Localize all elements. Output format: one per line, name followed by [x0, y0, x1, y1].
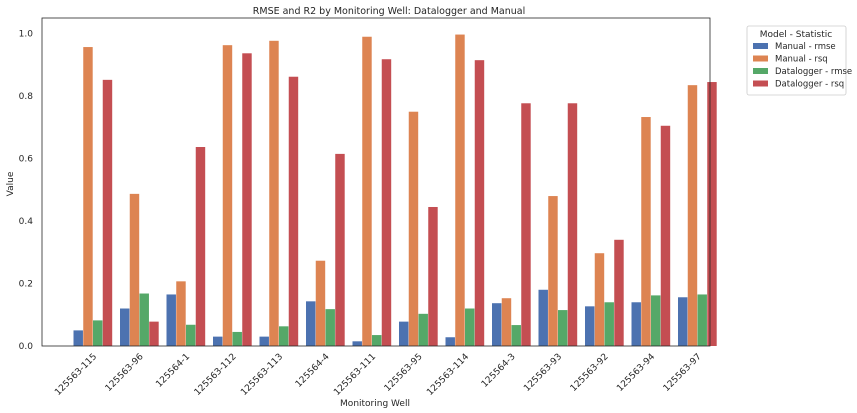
bar-125563-114-manual-rsq	[455, 34, 465, 347]
bar-125563-93-manual-rsq	[548, 196, 558, 346]
bar-125563-114-manual-rmse	[445, 337, 455, 346]
bar-125563-92-manual-rsq	[594, 253, 605, 346]
bar-125563-92-manual-rmse	[585, 306, 595, 346]
y-axis-ticks: 0.0 0.2 0.4 0.6 0.8 1.0	[19, 30, 34, 352]
bar-125563-112-datalogger-rmse	[232, 331, 242, 346]
bar-125563-95-manual-rsq	[408, 111, 419, 347]
bar-125563-96-manual-rmse	[120, 308, 130, 346]
x-tick-label: 125563-94	[615, 352, 657, 394]
bar-125564-1-manual-rsq	[176, 281, 186, 346]
bar-125563-95-datalogger-rsq	[428, 206, 438, 346]
bar-125563-112-datalogger-rsq	[242, 53, 252, 347]
x-tick-label: 125563-93	[522, 352, 564, 394]
x-tick-label: 125563-97	[662, 352, 704, 394]
plot-frame	[41, 17, 711, 347]
legend-frame	[746, 25, 847, 96]
x-axis-ticks: 125563-115 125563-96 125564-1 125563-112 125…	[53, 352, 703, 398]
bar-125563-113-manual-rsq	[269, 40, 279, 347]
y-tick-label: 0.8	[19, 92, 34, 102]
bar-125563-113-manual-rmse	[259, 336, 269, 346]
legend-label: Manual - rmse	[775, 42, 836, 52]
bar-125563-112-manual-rsq	[222, 45, 233, 347]
bar-125563-95-datalogger-rmse	[418, 313, 428, 346]
y-tick-label: 0.4	[19, 217, 34, 227]
bar-125564-4-manual-rsq	[315, 260, 326, 346]
bar-125563-115-datalogger-rsq	[102, 79, 113, 346]
bar-125563-113-datalogger-rsq	[288, 76, 299, 346]
bar-125563-96-manual-rsq	[129, 193, 140, 346]
y-tick-label: 0.6	[19, 155, 34, 165]
bar-125564-1-datalogger-rsq	[195, 147, 206, 346]
bar-125563-111-manual-rsq	[362, 36, 372, 347]
x-tick-label: 125563-114	[425, 352, 471, 398]
bar-125564-4-datalogger-rmse	[325, 309, 335, 346]
bar-125564-4-datalogger-rsq	[335, 153, 345, 346]
x-tick-label: 125563-111	[332, 352, 378, 398]
bar-125563-96-datalogger-rsq	[149, 321, 159, 346]
x-tick-label: 125563-96	[104, 352, 146, 394]
y-tick-label: 1.0	[19, 30, 34, 40]
bar-125564-1-datalogger-rmse	[186, 324, 196, 346]
bar-125563-111-datalogger-rmse	[372, 335, 382, 346]
bar-125563-92-datalogger-rsq	[614, 239, 624, 346]
legend-swatch	[753, 80, 768, 87]
bar-125563-111-manual-rmse	[352, 341, 362, 346]
legend-label: Datalogger - rsq	[775, 80, 844, 90]
bar-125563-94-datalogger-rsq	[660, 125, 671, 347]
bar-125563-114-datalogger-rsq	[474, 60, 485, 347]
legend-swatch	[753, 55, 768, 62]
bar-125563-115-manual-rmse	[73, 330, 83, 346]
bar-125564-3-manual-rsq	[501, 298, 512, 346]
bar-125563-114-datalogger-rmse	[465, 308, 475, 346]
bar-125563-94-datalogger-rmse	[651, 295, 661, 346]
bar-125564-3-datalogger-rsq	[521, 103, 531, 346]
bar-125563-115-manual-rsq	[83, 47, 93, 347]
bar-125563-97-manual-rmse	[678, 297, 688, 346]
x-tick-label: 125564-1	[154, 352, 192, 390]
bar-125563-112-manual-rmse	[213, 336, 223, 346]
bar-125563-96-datalogger-rmse	[139, 293, 149, 346]
legend-title: Model - Statistic	[760, 30, 832, 40]
x-tick-label: 125563-113	[239, 352, 285, 398]
bar-125564-4-manual-rmse	[306, 301, 316, 346]
x-tick-label: 125564-4	[294, 352, 332, 390]
legend-label: Datalogger - rmse	[775, 67, 852, 77]
bar-125563-94-manual-rsq	[641, 117, 651, 347]
bar-125563-111-datalogger-rsq	[381, 59, 392, 346]
legend-label: Manual - rsq	[775, 55, 828, 65]
bar-125563-93-datalogger-rsq	[567, 103, 578, 346]
bar-125563-93-datalogger-rmse	[558, 310, 568, 346]
y-tick-label: 0.0	[19, 342, 34, 352]
bar-125563-97-datalogger-rsq	[707, 82, 717, 346]
bar-125563-94-manual-rmse	[631, 302, 641, 346]
bar-125563-97-datalogger-rmse	[697, 294, 707, 346]
x-tick-label: 125563-92	[569, 352, 611, 394]
bars-layer	[73, 34, 717, 347]
bar-125563-97-manual-rsq	[687, 85, 698, 346]
bar-125564-3-manual-rmse	[492, 303, 502, 346]
bar-125564-1-manual-rmse	[166, 294, 176, 346]
legend-swatch	[753, 68, 768, 74]
y-tick-label: 0.2	[19, 280, 33, 290]
bar-125563-93-manual-rmse	[538, 289, 548, 346]
chart-title: RMSE and R2 by Monitoring Well: Datalogg…	[253, 6, 525, 17]
legend-swatch	[753, 43, 768, 49]
legend-items: Manual - rmse Manual - rsq Datalogger - rm…	[753, 42, 852, 90]
y-axis-label: Value	[6, 171, 16, 196]
bar-125563-115-datalogger-rmse	[93, 320, 103, 346]
bar-125563-92-datalogger-rmse	[604, 302, 614, 346]
x-tick-label: 125564-3	[480, 352, 518, 390]
x-tick-label: 125563-95	[383, 352, 425, 394]
bar-125564-3-datalogger-rmse	[511, 325, 521, 346]
x-tick-label: 125563-115	[53, 352, 99, 398]
bar-125563-95-manual-rmse	[399, 321, 409, 346]
x-tick-label: 125563-112	[193, 352, 239, 398]
bar-125563-113-datalogger-rmse	[279, 326, 289, 346]
x-axis-label: Monitoring Well	[340, 399, 410, 409]
